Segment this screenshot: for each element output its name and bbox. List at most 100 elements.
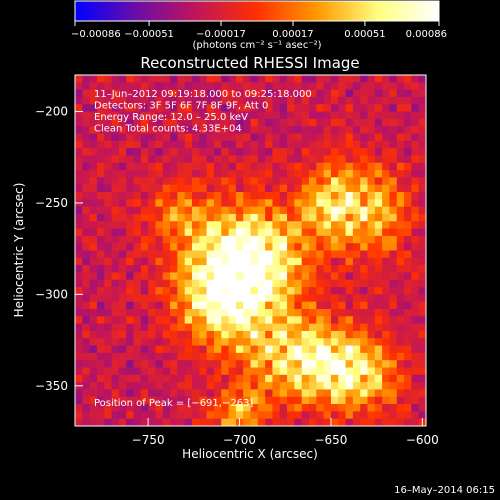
heatmap-cell — [155, 265, 164, 274]
heatmap-cell — [192, 345, 200, 354]
heatmap-cell — [418, 170, 426, 178]
heatmap-cell — [126, 367, 135, 376]
heatmap-cell — [89, 316, 98, 325]
heatmap-cell — [213, 104, 222, 113]
heatmap-cell — [250, 89, 259, 98]
heatmap-cell — [367, 96, 376, 105]
heatmap-cell — [177, 82, 186, 91]
heatmap-cell — [352, 206, 361, 215]
heatmap-cell — [126, 294, 135, 303]
heatmap-cell — [228, 118, 237, 127]
heatmap-cell — [243, 162, 252, 171]
heatmap-cell — [316, 382, 325, 391]
heatmap-cell — [294, 250, 303, 259]
heatmap-cell — [162, 162, 171, 171]
heatmap-cell — [133, 301, 142, 310]
heatmap-cell — [396, 345, 405, 354]
heatmap-cell — [184, 257, 193, 266]
heatmap-cell — [367, 360, 376, 369]
heatmap-cell — [221, 367, 230, 376]
heatmap-cell — [294, 148, 303, 157]
heatmap-cell — [418, 345, 426, 354]
heatmap-cell — [228, 323, 237, 332]
heatmap-cell — [177, 330, 186, 339]
heatmap-cell — [118, 352, 127, 361]
heatmap-cell — [133, 257, 142, 266]
heatmap-cell — [294, 316, 303, 325]
heatmap-cell — [192, 184, 200, 193]
heatmap-cell — [287, 374, 295, 383]
heatmap-cell — [338, 118, 347, 127]
heatmap-cell — [221, 382, 230, 391]
heatmap-cell — [396, 177, 405, 186]
heatmap-cell — [301, 228, 310, 237]
heatmap-cell — [235, 89, 244, 98]
heatmap-cell — [374, 96, 383, 105]
heatmap-cell — [104, 367, 113, 376]
heatmap-cell — [316, 192, 325, 200]
heatmap-cell — [301, 352, 310, 361]
heatmap-cell — [374, 382, 383, 391]
heatmap-cell — [235, 111, 244, 120]
heatmap-cell — [243, 309, 252, 317]
heatmap-cell — [272, 250, 281, 259]
heatmap-cell — [396, 279, 405, 288]
heatmap-cell — [265, 133, 274, 142]
heatmap-cell — [184, 316, 193, 325]
heatmap-cell — [279, 338, 288, 347]
heatmap-cell — [345, 418, 354, 426]
heatmap-cell — [374, 301, 383, 310]
heatmap-cell — [316, 367, 325, 376]
heatmap-cell — [316, 75, 325, 83]
heatmap-cell — [316, 279, 325, 288]
heatmap-cell — [287, 323, 295, 332]
heatmap-cell — [250, 338, 259, 347]
heatmap-cell — [104, 330, 113, 339]
heatmap-cell — [382, 162, 391, 171]
heatmap-cell — [338, 126, 347, 135]
heatmap-cell — [111, 323, 120, 332]
heatmap-cell — [389, 96, 398, 105]
heatmap-cell — [404, 411, 412, 420]
heatmap-cell — [323, 309, 332, 317]
heatmap-cell — [89, 177, 98, 186]
heatmap-cell — [155, 162, 164, 171]
heatmap-cell — [111, 199, 120, 208]
heatmap-cell — [338, 330, 347, 339]
heatmap-cell — [279, 250, 288, 259]
heatmap-cell — [89, 345, 98, 354]
heatmap-cell — [250, 309, 259, 317]
heatmap-cell — [279, 192, 288, 200]
heatmap-cell — [338, 374, 347, 383]
heatmap-cell — [345, 330, 354, 339]
heatmap-cell — [89, 184, 98, 193]
heatmap-cell — [89, 111, 98, 120]
heatmap-cell — [177, 89, 186, 98]
heatmap-cell — [309, 199, 317, 208]
heatmap-cell — [345, 272, 354, 281]
heatmap-cell — [272, 228, 281, 237]
heatmap-cell — [118, 235, 127, 244]
heatmap-cell — [155, 177, 164, 186]
heatmap-cell — [411, 177, 420, 186]
heatmap-cell — [243, 279, 252, 288]
heatmap-cell — [162, 338, 171, 347]
heatmap-cell — [323, 367, 332, 376]
heatmap-cell — [184, 235, 193, 244]
heatmap-cell — [111, 184, 120, 193]
heatmap-cell — [206, 301, 215, 310]
heatmap-cell — [294, 279, 303, 288]
heatmap-cell — [360, 228, 369, 237]
x-axis-label: Heliocentric X (arcsec) — [182, 447, 318, 461]
heatmap-cell — [411, 221, 420, 230]
heatmap-cell — [404, 96, 412, 105]
heatmap-cell — [265, 96, 274, 105]
heatmap-cell — [265, 338, 274, 347]
heatmap-cell — [345, 177, 354, 186]
heatmap-cell — [345, 374, 354, 383]
heatmap-cell — [155, 243, 164, 252]
heatmap-cell — [279, 294, 288, 303]
heatmap-cell — [301, 170, 310, 178]
heatmap-cell — [243, 323, 252, 332]
heatmap-cell — [126, 418, 135, 426]
